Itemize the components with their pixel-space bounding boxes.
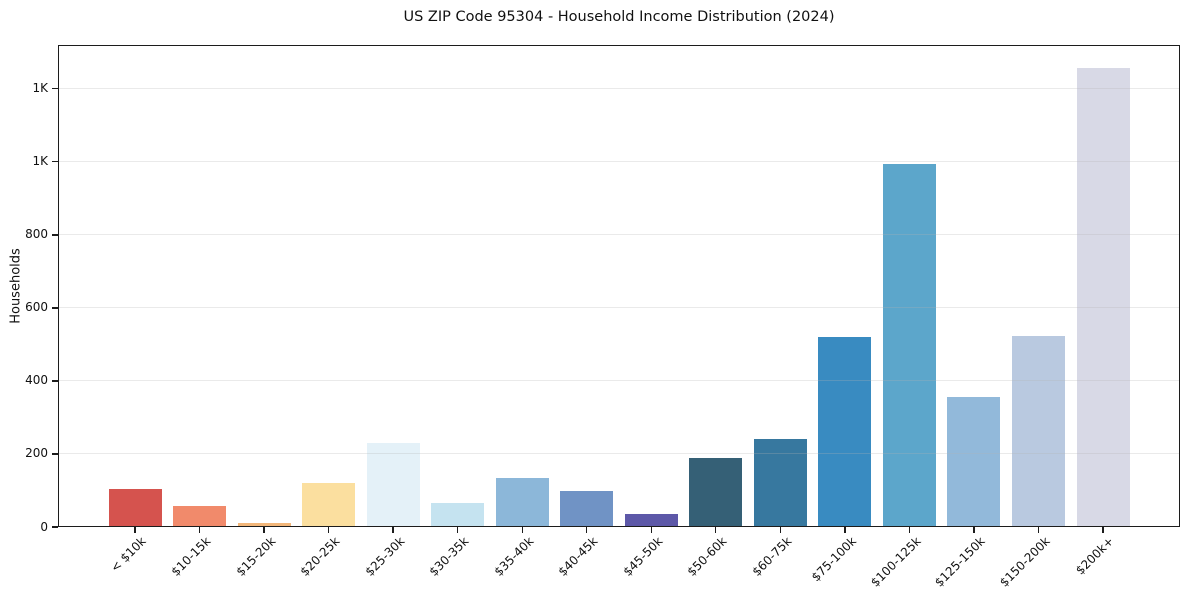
y-tick-label: 600 — [25, 300, 48, 315]
x-tick-label: $150-200k — [996, 534, 1053, 590]
x-tick-label: $125-150k — [932, 534, 988, 590]
x-tick — [715, 527, 717, 533]
bar — [1076, 67, 1130, 527]
bar — [882, 163, 936, 527]
y-tick-label: 400 — [25, 373, 48, 388]
x-tick-label: $45-50k — [620, 534, 666, 579]
y-tick-label: 0 — [40, 519, 48, 534]
bar — [237, 523, 291, 527]
x-tick-label: $25-30k — [362, 534, 408, 579]
x-tick — [457, 527, 459, 533]
bar — [1011, 336, 1065, 527]
bar — [173, 505, 227, 527]
x-tick-label: $40-45k — [555, 534, 601, 579]
x-tick — [327, 527, 330, 533]
gridline — [58, 380, 1180, 382]
x-tick-label: $10-15k — [168, 534, 214, 579]
x-tick — [908, 527, 911, 533]
x-tick — [1102, 527, 1104, 533]
x-tick-label: $35-40k — [491, 534, 537, 579]
x-tick-label: $30-35k — [426, 534, 472, 579]
x-tick-label: $200k+ — [1073, 534, 1117, 578]
bar — [431, 502, 485, 527]
y-tick — [52, 307, 58, 309]
bar — [495, 478, 549, 527]
bar — [753, 438, 807, 527]
plot-area: 0 200 400 600 800 1K 1K < $10k $10-15k $15-20k $20… — [25, 45, 1180, 590]
x-tick — [779, 527, 781, 533]
chart-title: US ZIP Code 95304 - Household Income Dis… — [403, 9, 835, 25]
y-tick-label: 1K — [32, 81, 48, 96]
x-tick — [392, 527, 394, 533]
x-tick — [263, 527, 265, 533]
y-tick — [52, 88, 58, 90]
x-tick-label: $60-75k — [749, 534, 795, 579]
y-tick-label: 1K — [32, 154, 48, 169]
gridline — [58, 307, 1180, 309]
x-tick — [973, 527, 975, 533]
x-tick — [650, 527, 652, 533]
x-tick — [844, 527, 846, 533]
bar — [302, 482, 356, 527]
x-tick-label: $50-60k — [684, 534, 730, 579]
y-tick-label: 200 — [25, 446, 48, 461]
y-tick — [52, 380, 58, 382]
bar — [108, 488, 162, 527]
x-tick — [521, 527, 523, 533]
bar — [947, 396, 1001, 527]
x-tick-label: $15-20k — [233, 534, 278, 579]
gridline — [58, 234, 1180, 236]
bar — [689, 458, 743, 527]
x-tick — [134, 527, 136, 533]
x-tick — [586, 527, 588, 533]
gridline — [58, 88, 1180, 90]
gridline — [58, 161, 1180, 163]
y-tick — [52, 526, 58, 528]
y-tick — [52, 234, 58, 236]
gridline — [58, 453, 1180, 455]
y-tick — [52, 453, 58, 455]
x-tick-label: $75-100k — [808, 534, 859, 585]
y-tick — [52, 161, 58, 163]
x-tick — [1037, 527, 1040, 533]
bar — [818, 337, 872, 527]
x-tick-label: < $10k — [108, 534, 149, 575]
y-tick-label: 800 — [25, 227, 48, 242]
bar — [624, 513, 678, 527]
bar — [366, 443, 420, 527]
x-tick-label: $100-125k — [867, 534, 924, 590]
x-tick — [198, 527, 201, 533]
bar — [560, 490, 614, 527]
x-tick-label: $20-25k — [297, 534, 343, 579]
